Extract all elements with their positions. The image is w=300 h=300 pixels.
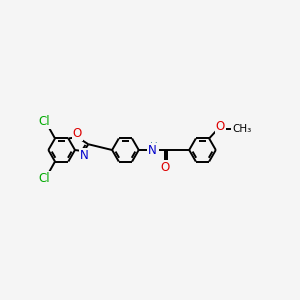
Text: O: O [73,127,82,140]
Text: O: O [161,161,170,174]
Text: Cl: Cl [38,115,50,128]
Text: CH₃: CH₃ [233,124,252,134]
Text: O: O [215,120,225,133]
Text: N: N [148,144,156,157]
Text: N: N [80,148,88,162]
Text: Cl: Cl [38,172,50,185]
Text: H: H [150,142,158,152]
